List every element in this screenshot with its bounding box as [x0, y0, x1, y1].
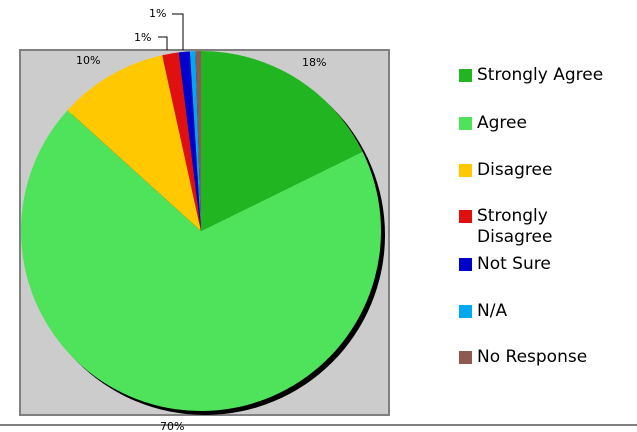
legend-label: Disagree: [477, 160, 553, 180]
data-label: 18%: [302, 56, 326, 69]
data-labels: 18% 70% 10% 1% 1%: [76, 7, 326, 432]
legend-swatch: [459, 351, 472, 364]
legend-item-strongly-disagree: Strongly Disagree: [459, 206, 587, 248]
data-label: 1%: [134, 31, 151, 44]
legend-label: Strongly Disagree: [477, 206, 553, 247]
legend: Strongly Agree Agree Disagree Strongly D…: [459, 0, 637, 432]
legend-swatch: [459, 69, 472, 82]
pie-slice-agree: [21, 110, 381, 411]
legend-swatch: [459, 305, 472, 318]
legend-swatch: [459, 258, 472, 271]
legend-label: No Response: [477, 347, 588, 367]
legend-item-na: N/A: [459, 301, 627, 322]
data-label: 1%: [149, 7, 166, 20]
legend-item-no-response: No Response: [459, 347, 627, 368]
legend-label: Agree: [477, 113, 527, 133]
pie-slice-strongly-agree: [201, 51, 363, 231]
leader-line: [158, 36, 168, 50]
pie-slice-not-sure: [178, 51, 201, 231]
pie-slice-disagree: [67, 55, 201, 232]
legend-item-disagree: Disagree: [459, 160, 627, 181]
legend-item-agree: Agree: [459, 113, 627, 134]
pie-slice-no-response: [195, 51, 201, 231]
pie-slice-n-a: [189, 51, 201, 231]
legend-swatch: [459, 117, 472, 130]
pie: [21, 51, 385, 415]
data-label: 10%: [76, 54, 100, 67]
legend-swatch: [459, 164, 472, 177]
leader-line: [172, 13, 184, 50]
legend-swatch: [459, 210, 472, 223]
legend-label: N/A: [477, 301, 508, 321]
legend-label: Strongly Agree: [477, 65, 604, 85]
pie-slice-strongly-disagree: [162, 52, 201, 232]
data-label: 70%: [160, 420, 184, 432]
legend-item-strongly-agree: Strongly Agree: [459, 65, 627, 86]
legend-label: Not Sure: [477, 254, 551, 274]
legend-item-not-sure: Not Sure: [459, 254, 627, 275]
